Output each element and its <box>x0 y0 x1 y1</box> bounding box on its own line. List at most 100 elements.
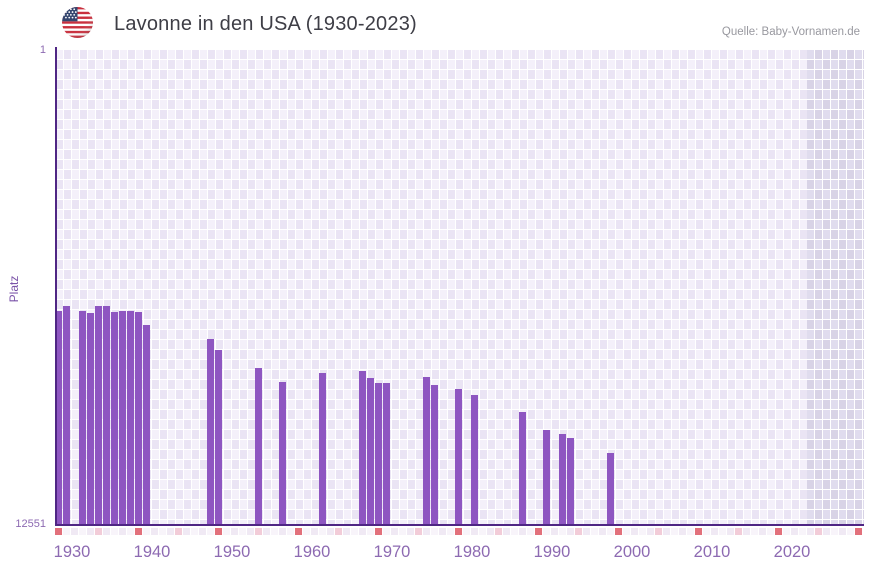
timeline-cell-1991 <box>543 528 550 535</box>
timeline-cell-2023 <box>799 528 806 535</box>
timeline-cell-1960 <box>295 528 302 535</box>
page-title: Lavonne in den USA (1930-2023) <box>114 13 417 35</box>
timeline-cell-1936 <box>103 528 110 535</box>
timeline-cell-1952 <box>231 528 238 535</box>
bar-1936 <box>103 305 110 524</box>
timeline-cell-2016 <box>743 528 750 535</box>
timeline-cell-1955 <box>255 528 262 535</box>
bar-1955 <box>255 368 262 524</box>
bar-1931 <box>63 306 70 524</box>
timeline-cell-2019 <box>767 528 774 535</box>
timeline-cell-1944 <box>167 528 174 535</box>
timeline-cell-1972 <box>391 528 398 535</box>
timeline-cell-2029 <box>847 528 854 535</box>
x-tick-2010: 2010 <box>693 543 731 561</box>
bar-1934 <box>87 312 94 524</box>
bar-1933 <box>79 310 86 524</box>
bar-1982 <box>471 395 478 524</box>
timeline-cell-1964 <box>327 528 334 535</box>
timeline-cell-1940 <box>135 528 142 535</box>
timeline-cell-1949 <box>207 528 214 535</box>
timeline-cell-1930 <box>55 528 62 535</box>
bar-1976 <box>423 376 430 524</box>
timeline-cell-1959 <box>287 528 294 535</box>
timeline-cell-1931 <box>63 528 70 535</box>
bar-1969 <box>367 378 374 524</box>
timeline-cell-1958 <box>279 528 286 535</box>
bar-1980 <box>455 389 462 524</box>
timeline-cell-1988 <box>519 528 526 535</box>
y-tick-bottom: 12551 <box>15 518 46 530</box>
bar-1999 <box>607 452 614 524</box>
timeline-cell-2000 <box>615 528 622 535</box>
timeline-cell-1997 <box>591 528 598 535</box>
timeline-cell-1934 <box>87 528 94 535</box>
timeline-cell-1992 <box>551 528 558 535</box>
timeline-cell-1984 <box>487 528 494 535</box>
y-axis-line <box>55 47 57 526</box>
timeline-cell-1975 <box>415 528 422 535</box>
timeline-cell-1937 <box>111 528 118 535</box>
timeline-cell-1938 <box>119 528 126 535</box>
bar-1950 <box>215 349 222 524</box>
timeline-cell-1993 <box>559 528 566 535</box>
timeline-cell-2009 <box>687 528 694 535</box>
timeline-cell-1982 <box>471 528 478 535</box>
timeline-cell-1963 <box>319 528 326 535</box>
timeline-cell-1970 <box>375 528 382 535</box>
timeline-cell-2011 <box>703 528 710 535</box>
bar-1958 <box>279 382 286 524</box>
timeline-cell-1948 <box>199 528 206 535</box>
timeline-cell-1961 <box>303 528 310 535</box>
timeline-cell-1989 <box>527 528 534 535</box>
timeline-cell-1966 <box>343 528 350 535</box>
timeline-cell-1965 <box>335 528 342 535</box>
timeline-cell-1969 <box>367 528 374 535</box>
timeline-cell-1985 <box>495 528 502 535</box>
bar-1937 <box>111 311 118 524</box>
timeline-cell-2005 <box>655 528 662 535</box>
x-axis-line <box>55 524 864 526</box>
timeline-cell-1987 <box>511 528 518 535</box>
timeline-cell-1983 <box>479 528 486 535</box>
timeline-cell-1956 <box>263 528 270 535</box>
timeline-cell-2012 <box>711 528 718 535</box>
timeline-cell-1942 <box>151 528 158 535</box>
timeline-cell-2021 <box>783 528 790 535</box>
timeline-cell-1932 <box>71 528 78 535</box>
timeline-cell-1947 <box>191 528 198 535</box>
x-tick-1950: 1950 <box>213 543 251 561</box>
timeline-cell-2013 <box>719 528 726 535</box>
bar-1949 <box>207 339 214 524</box>
timeline-cell-1973 <box>399 528 406 535</box>
timeline-cell-1986 <box>503 528 510 535</box>
bar-1994 <box>567 438 574 524</box>
timeline-cell-1962 <box>311 528 318 535</box>
timeline-cell-1954 <box>247 528 254 535</box>
timeline-cell-1951 <box>223 528 230 535</box>
timeline-cell-1971 <box>383 528 390 535</box>
x-tick-1980: 1980 <box>453 543 491 561</box>
timeline-cell-1968 <box>359 528 366 535</box>
timeline-cell-2028 <box>839 528 846 535</box>
timeline-cell-2030 <box>855 528 862 535</box>
timeline-cell-1957 <box>271 528 278 535</box>
y-axis-label: Platz <box>7 275 21 303</box>
x-tick-1960: 1960 <box>293 543 331 561</box>
timeline-cell-2025 <box>815 528 822 535</box>
timeline-cell-2014 <box>727 528 734 535</box>
x-tick-1990: 1990 <box>533 543 571 561</box>
timeline-cell-1976 <box>423 528 430 535</box>
timeline-cell-1996 <box>583 528 590 535</box>
x-tick-1970: 1970 <box>373 543 411 561</box>
timeline-cell-1999 <box>607 528 614 535</box>
timeline-cell-1950 <box>215 528 222 535</box>
timeline-cell-2008 <box>679 528 686 535</box>
timeline-cell-2020 <box>775 528 782 535</box>
timeline-cell-1977 <box>431 528 438 535</box>
bar-1941 <box>143 325 150 524</box>
timeline-cell-1953 <box>239 528 246 535</box>
x-tick-1930: 1930 <box>53 543 91 561</box>
bar-1968 <box>359 370 366 524</box>
timeline-cell-1945 <box>175 528 182 535</box>
